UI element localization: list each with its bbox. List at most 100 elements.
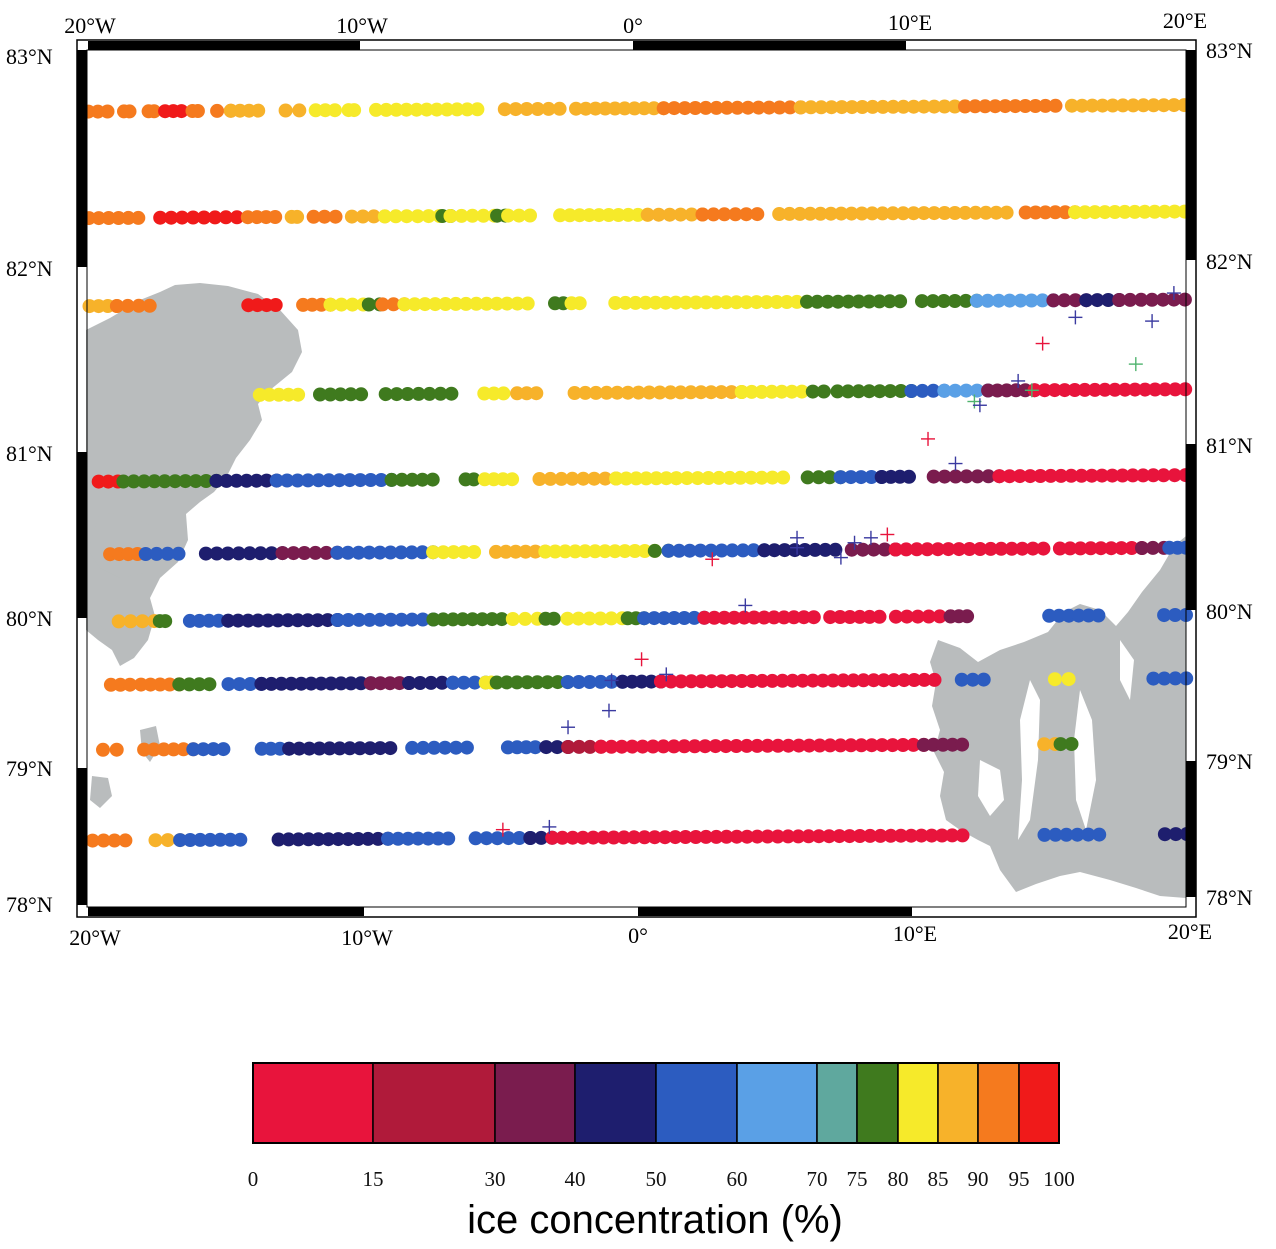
ice-observation-dot: [153, 677, 168, 692]
ice-observation-dot: [955, 828, 970, 843]
ice-observation-dot: [841, 384, 855, 399]
ice-observation-dot: [171, 546, 186, 561]
ice-observation-dot: [968, 99, 983, 114]
ice-observation-dot: [568, 544, 583, 559]
ice-observation-dot: [637, 830, 652, 845]
ice-observation-dot: [131, 298, 146, 313]
ice-observation-dot: [606, 830, 621, 845]
ice-observation-dot: [678, 830, 693, 844]
ice-observation-dot: [343, 387, 358, 402]
ice-observation-dot: [355, 209, 370, 224]
ice-observation-dot: [259, 473, 274, 488]
ice-observation-dot: [1048, 98, 1063, 113]
ice-observation-dot: [209, 473, 224, 488]
ice-observation-dot: [852, 609, 867, 624]
ice-observation-dot: [1168, 671, 1183, 686]
frame-block: [77, 452, 87, 618]
ice-observation-dot: [372, 545, 387, 560]
ice-observation-dot: [402, 676, 417, 690]
ice-observation-dot: [1057, 383, 1072, 398]
ice-observation-dot: [328, 209, 343, 224]
lat-label-left-83: 83°N: [6, 44, 53, 69]
ice-observation-dot: [802, 738, 817, 753]
ice-observation-dot: [862, 609, 877, 624]
colorbar-tick-label: 30: [485, 1167, 506, 1191]
lon-labels-bottom: 20°W 10°W 0° 10°E 20°E: [69, 919, 1212, 950]
ice-observation-dot: [667, 611, 682, 625]
ice-observation-dot: [318, 103, 333, 118]
ice-observation-dot: [909, 542, 924, 557]
ice-observation-dot: [1156, 98, 1171, 113]
ice-observation-dot: [459, 740, 474, 755]
ice-observation-dot: [747, 610, 762, 625]
ice-observation-dot: [958, 205, 973, 220]
ice-observation-dot: [872, 384, 887, 399]
ice-observation-dot: [183, 833, 198, 847]
ice-observation-dot: [465, 208, 480, 223]
ice-observation-dot: [614, 739, 629, 754]
ice-observation-dot: [664, 674, 678, 689]
ice-observation-dot: [363, 473, 378, 487]
ice-observation-dot: [399, 209, 414, 224]
ice-observation-dot: [1167, 204, 1182, 219]
ice-observation-dot: [1018, 99, 1033, 113]
ice-observation-dot: [843, 738, 858, 753]
ice-observation-dot: [816, 673, 830, 688]
ice-observation-dot: [779, 295, 794, 309]
lon-label-bottom-20w: 20°W: [69, 925, 121, 950]
track-row: [81, 98, 1192, 119]
ice-observation-dot: [330, 545, 345, 560]
ice-observation-dot: [668, 830, 683, 845]
ice-observation-dot: [494, 612, 509, 627]
colorbar-cell: [897, 1062, 939, 1144]
ice-observation-dot: [196, 742, 211, 757]
ice-observation-dot: [1137, 204, 1152, 219]
ice-observation-dot: [733, 470, 748, 485]
colorbar-tick-label: 85: [928, 1167, 949, 1191]
ice-observation-dot: [647, 830, 662, 845]
ice-observation-dot: [926, 383, 941, 398]
ice-observation-dot: [841, 294, 856, 309]
ice-observation-dot: [1002, 469, 1017, 484]
ice-observation-dot: [598, 544, 612, 559]
frame-block: [77, 768, 87, 905]
ice-observation-dot: [138, 547, 153, 561]
ice-observation-dot: [910, 609, 925, 624]
ice-observation-dot: [983, 541, 998, 556]
ice-observation-dot: [941, 542, 956, 557]
ice-observation-dot: [587, 471, 602, 486]
ice-observation-dot: [787, 543, 802, 558]
ice-observation-dot: [842, 829, 857, 844]
ice-observation-dot: [658, 830, 672, 845]
ice-observation-dot: [469, 296, 484, 311]
ice-observation-dot: [745, 674, 760, 688]
ice-observation-dot: [808, 542, 823, 557]
ice-observation-dot: [673, 385, 688, 400]
ice-observation-dot: [401, 831, 416, 846]
ice-observation-dot: [610, 385, 625, 400]
track-row: [82, 204, 1192, 226]
ice-observation-dot: [578, 385, 593, 400]
ice-observation-dot: [131, 210, 146, 225]
ice-observation-dot: [698, 100, 713, 115]
ice-observation-dot: [233, 832, 248, 847]
ice-observation-dot: [415, 612, 430, 627]
ice-observation-dot: [714, 543, 729, 558]
ice-observation-dot: [854, 738, 869, 753]
ice-observation-dot: [366, 209, 381, 224]
ice-observation-dot: [739, 207, 754, 222]
ice-observation-dot: [774, 384, 789, 399]
ice-observation-dot: [988, 99, 1003, 114]
ice-observation-dot: [1037, 827, 1052, 842]
ice-observation-dot: [209, 546, 224, 561]
ice-observation-dot: [834, 206, 849, 221]
ice-observation-dot: [596, 830, 611, 845]
ice-observation-dot: [561, 740, 576, 754]
ice-observation-dot: [301, 832, 316, 847]
ice-observation-dot: [771, 738, 785, 753]
ice-observation-dot: [518, 611, 533, 626]
ice-observation-dot: [582, 208, 597, 223]
ice-observation-dot: [221, 613, 236, 628]
ice-observation-dot: [374, 473, 389, 487]
ice-observation-dot: [1052, 541, 1067, 556]
